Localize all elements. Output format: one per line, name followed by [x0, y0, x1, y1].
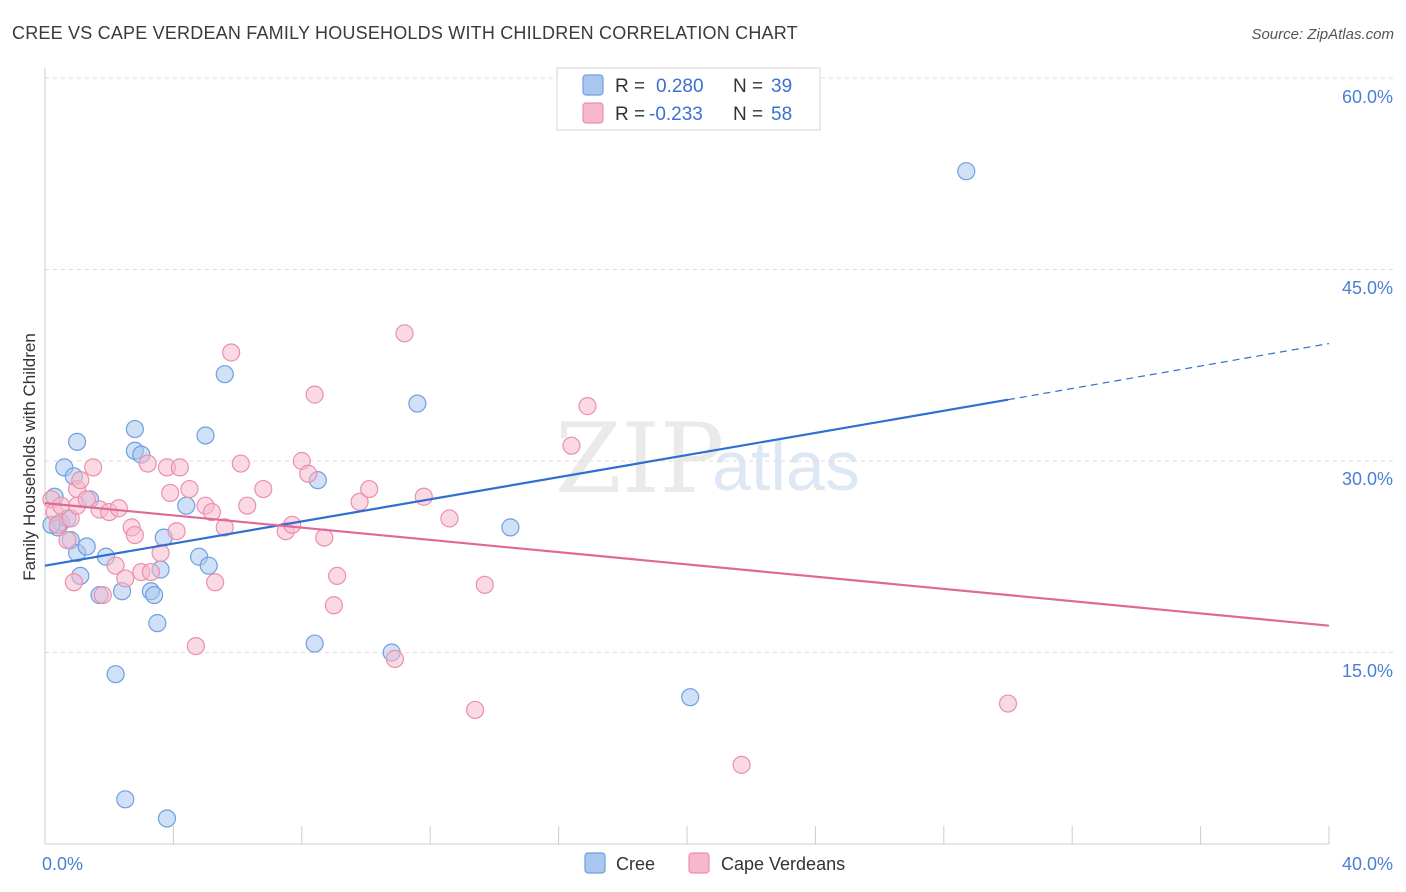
watermark-zip: ZIP — [555, 403, 724, 515]
cape-verdeans-point-52 — [466, 700, 485, 720]
cape-verdeans-point-43 — [315, 528, 334, 547]
trend-line-cape-verdeans — [44, 502, 1330, 627]
cree-point-16 — [116, 790, 135, 809]
cape-verdeans-point-54 — [562, 436, 581, 455]
chart-source: Source: ZipAtlas.com — [1251, 26, 1394, 43]
cape-verdeans-point-28 — [180, 479, 199, 499]
cape-verdeans-point-9 — [71, 471, 90, 490]
cree-point-14 — [106, 665, 125, 684]
cape-verdeans-point-22 — [141, 562, 161, 582]
cape-verdeans-point-13 — [93, 585, 112, 605]
chart-title: CREE VS CAPE VERDEAN FAMILY HOUSEHOLDS W… — [12, 23, 798, 43]
cape-verdeans-point-33 — [215, 518, 234, 537]
trend-line-cree — [44, 398, 1009, 567]
cape-verdeans-point-21 — [138, 454, 157, 473]
cape-verdeans-point-35 — [231, 454, 250, 473]
y-axis-label: Family Households with Children — [20, 333, 39, 581]
cree-point-21 — [145, 585, 164, 605]
legend-n-label-cape-verdeans: N = — [733, 104, 763, 125]
cape-verdeans-point-15 — [106, 556, 125, 575]
cape-verdeans-point-49 — [395, 324, 414, 343]
legend-r-value-cree: 0.280 — [656, 76, 704, 97]
cree-point-30 — [215, 365, 234, 384]
axis-layer — [44, 68, 1330, 845]
cape-verdeans-point-29 — [186, 637, 205, 656]
cree-point-36 — [681, 688, 700, 707]
trend-lines — [44, 342, 1330, 627]
cape-verdeans-point-41 — [299, 464, 318, 483]
grid-layer — [45, 77, 1394, 653]
cape-verdeans-point-48 — [385, 649, 404, 668]
cape-verdeans-point-56 — [732, 755, 751, 774]
cree-point-37 — [957, 162, 976, 181]
y-tick-label-60: 60.0% — [1342, 87, 1393, 107]
legend-r-label-cape-verdeans: R = — [615, 104, 645, 125]
cape-verdeans-point-47 — [360, 479, 379, 499]
cape-verdeans-point-45 — [328, 566, 347, 586]
x-tick-label-max: 40.0% — [1342, 854, 1393, 874]
cape-verdeans-point-23 — [151, 543, 170, 563]
legend-r-value-cape-verdeans: -0.233 — [649, 104, 703, 125]
correlation-legend: R = 0.280 N = 39 R = -0.233 N = 58 — [556, 67, 821, 131]
cape-verdeans-point-27 — [170, 458, 189, 477]
cape-verdeans-point-26 — [167, 522, 186, 541]
cape-verdeans-point-46 — [350, 492, 369, 511]
bottom-legend-label-cape-verdeans: Cape Verdeans — [721, 854, 845, 874]
cape-verdeans-point-17 — [116, 569, 135, 588]
cree-point-31 — [305, 634, 324, 653]
cree-point-22 — [148, 614, 167, 633]
cape-verdeans-point-42 — [305, 385, 324, 404]
cape-verdeans-point-51 — [440, 509, 459, 528]
cree-point-7 — [67, 432, 87, 451]
cape-verdeans-point-11 — [84, 458, 103, 477]
cape-verdeans-point-34 — [222, 343, 241, 362]
cree-point-29 — [199, 556, 218, 575]
legend-n-value-cree: 39 — [771, 76, 792, 97]
cape-verdeans-point-36 — [238, 496, 257, 515]
cape-verdeans-point-19 — [125, 525, 144, 545]
y-tick-label-30: 30.0% — [1342, 469, 1393, 489]
series-legend: Cree Cape Verdeans — [584, 852, 845, 874]
y-tick-labels: 60.0% 45.0% 30.0% 15.0% — [1342, 87, 1393, 681]
cape-verdeans-point-31 — [202, 502, 222, 522]
bottom-legend-swatch-cape-verdeans — [688, 852, 710, 874]
y-tick-label-45: 45.0% — [1342, 278, 1393, 298]
cape-verdeans-point-44 — [324, 596, 343, 615]
series-cape-verdeans-points — [42, 324, 1018, 774]
cree-point-10 — [77, 537, 96, 556]
x-tick-label-min: 0.0% — [42, 854, 83, 874]
y-tick-label-15: 15.0% — [1342, 661, 1393, 681]
cape-verdeans-point-50 — [414, 487, 433, 506]
cree-point-28 — [196, 426, 215, 445]
cape-verdeans-point-25 — [161, 483, 180, 503]
cape-verdeans-point-53 — [475, 575, 494, 594]
legend-r-label-cree: R = — [615, 76, 645, 97]
cree-point-35 — [501, 518, 520, 537]
watermark: ZIP atlas — [555, 403, 860, 515]
cape-verdeans-point-6 — [64, 573, 83, 592]
legend-swatch-cape-verdeans — [582, 102, 604, 124]
bottom-legend-swatch-cree — [584, 852, 606, 874]
cree-point-25 — [157, 809, 177, 828]
cape-verdeans-point-32 — [206, 573, 225, 592]
cree-point-26 — [177, 496, 196, 515]
cree-point-34 — [408, 394, 427, 413]
trend-line-cree-extension — [1007, 342, 1330, 401]
cape-verdeans-point-37 — [254, 479, 273, 499]
cree-point-18 — [125, 419, 144, 439]
legend-swatch-cree — [582, 74, 604, 96]
cape-verdeans-point-57 — [998, 694, 1018, 713]
cape-verdeans-point-55 — [578, 397, 597, 416]
cape-verdeans-point-16 — [109, 499, 128, 518]
legend-n-value-cape-verdeans: 58 — [771, 104, 792, 125]
legend-n-label-cree: N = — [733, 76, 763, 97]
cape-verdeans-point-4 — [58, 531, 77, 550]
watermark-atlas: atlas — [712, 427, 860, 505]
bottom-legend-label-cree: Cree — [616, 854, 655, 874]
